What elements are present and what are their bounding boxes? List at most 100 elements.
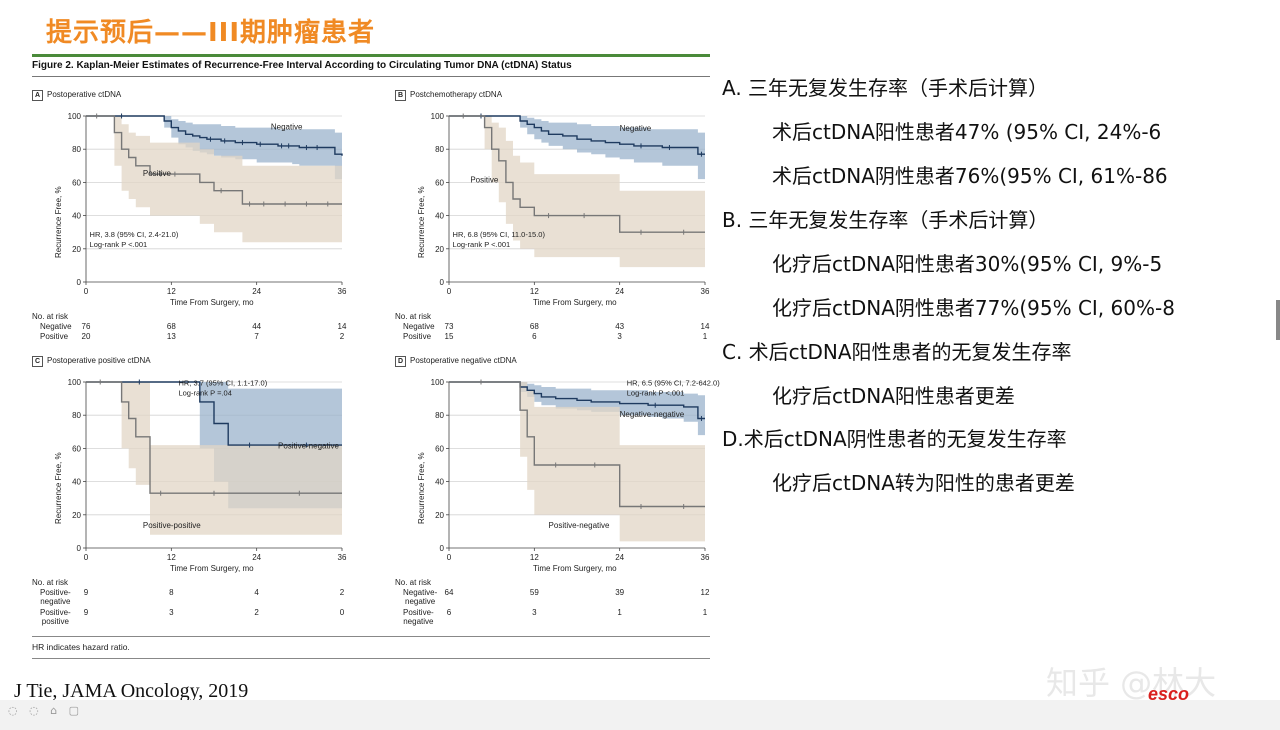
answer-b-line2: 化疗后ctDNA阴性患者77%(95% CI, 60%-8: [772, 296, 1175, 320]
ci-band-negative: [86, 116, 342, 183]
y-tick-label: 40: [72, 212, 81, 221]
answer-a-line1: 术后ctDNA阳性患者47% (95% CI, 24%-6: [772, 120, 1162, 144]
at-risk-value: 4: [254, 588, 259, 597]
at-risk-row-label: Positive- negative: [403, 608, 434, 626]
panel-header: D Postoperative negative ctDNA: [395, 356, 517, 367]
at-risk-row-label: Positive- positive: [40, 608, 71, 626]
answer-a-line2: 术后ctDNA阴性患者76%(95% CI, 61%-86: [772, 164, 1168, 188]
y-tick-label: 20: [72, 511, 81, 520]
at-risk-value: 6: [532, 332, 537, 341]
at-risk-value: 64: [444, 588, 454, 597]
panel-letter: D: [395, 356, 406, 367]
answer-d-line1: 化疗后ctDNA转为阳性的患者更差: [772, 471, 1075, 495]
curve-label: Positive-negative: [278, 441, 339, 450]
at-risk-value: 43: [615, 322, 625, 331]
ci-band-positive-positive: [86, 382, 342, 535]
at-risk-label: No. at risk: [32, 578, 69, 587]
at-risk-value: 1: [702, 608, 708, 617]
at-risk-value: 0: [339, 608, 345, 617]
at-risk-value: 59: [529, 588, 539, 597]
at-risk-value: 68: [166, 322, 176, 331]
y-tick-label: 80: [72, 411, 81, 420]
x-tick-label: 24: [615, 287, 624, 296]
answer-d-heading: D.术后ctDNA阴性患者的无复发生存率: [722, 427, 1067, 451]
at-risk-value: 15: [444, 332, 454, 341]
curve-label: Positive-negative: [549, 521, 610, 530]
at-risk-value: 68: [529, 322, 539, 331]
at-risk-value: 7: [254, 332, 259, 341]
y-tick-label: 100: [68, 378, 82, 387]
at-risk-value: 12: [700, 588, 710, 597]
y-tick-label: 20: [435, 511, 444, 520]
at-risk-value: 8: [169, 588, 174, 597]
curve-label: Negative-negative: [620, 410, 685, 419]
y-tick-label: 80: [435, 145, 444, 154]
title-rule: [32, 54, 710, 57]
hr-text: HR, 6.8 (95% CI, 11.0-15.0): [453, 230, 546, 239]
curve-label: Positive: [470, 175, 499, 184]
caption-rule: [32, 76, 710, 77]
at-risk-row-label: Negative: [40, 322, 72, 331]
y-tick-label: 40: [435, 478, 444, 487]
slide-title: 提示预后——III期肿瘤患者: [46, 18, 376, 48]
km-plot: 0 20 40 60 80 100 0 12 24 36 Negative Positive HR, 3…: [68, 112, 347, 296]
y-tick-label: 0: [440, 544, 445, 553]
p-value-text: Log-rank P <.001: [90, 240, 148, 249]
panel-title: Postoperative ctDNA: [47, 90, 122, 99]
answer-c-heading: C. 术后ctDNA阳性患者的无复发生存率: [722, 340, 1072, 364]
at-risk-row-label: Negative: [403, 322, 435, 331]
panel-header: A Postoperative ctDNA: [32, 90, 121, 101]
panel-title: Postoperative positive ctDNA: [47, 356, 151, 365]
esco-logo: esco: [1148, 684, 1190, 704]
at-risk-value: 2: [339, 588, 345, 597]
curve-label: Negative: [271, 122, 303, 131]
y-tick-label: 0: [77, 278, 82, 287]
hr-text: HR, 3.7 (95% CI, 1.1-17.0): [178, 378, 267, 387]
y-axis-title: Recurrence Free, %: [54, 452, 63, 524]
at-risk-label: No. at risk: [395, 312, 432, 321]
km-curve-positive-negative: [449, 381, 705, 508]
answer-c-line1: 化疗后ctDNA阳性患者更差: [772, 384, 1015, 408]
curve-label: Negative: [620, 124, 652, 133]
scrollbar[interactable]: [1276, 300, 1280, 340]
y-axis-title: Recurrence Free, %: [417, 186, 426, 258]
y-tick-label: 80: [72, 145, 81, 154]
x-tick-label: 12: [167, 287, 176, 296]
at-risk-value: 76: [81, 322, 91, 331]
y-tick-label: 100: [431, 378, 445, 387]
p-value-text: Log-rank P <.001: [627, 388, 685, 397]
at-risk-value: 3: [532, 608, 537, 617]
x-tick-label: 0: [84, 287, 89, 296]
at-risk-row-label: Positive: [403, 332, 432, 341]
at-risk-value: 6: [446, 608, 452, 617]
x-axis-title: Time From Surgery, mo: [533, 298, 617, 307]
at-risk-value: 2: [339, 332, 345, 341]
panel-header: C Postoperative positive ctDNA: [32, 356, 151, 367]
ci-band-negative: [449, 116, 705, 183]
at-risk-value: 3: [617, 332, 622, 341]
x-tick-label: 36: [701, 553, 710, 562]
at-risk-value: 1: [702, 332, 708, 341]
km-curve-positive: [449, 115, 705, 233]
answer-a-heading: A. 三年无复发生存率（手术后计算）: [722, 76, 1049, 100]
x-tick-label: 12: [530, 553, 539, 562]
at-risk-value: 9: [83, 608, 89, 617]
p-value-text: Log-rank P <.001: [453, 240, 511, 249]
km-panel-b: B Postchemotherapy ctDNA 0 20 40 60 80 100 0 12 24…: [395, 90, 735, 350]
x-tick-label: 12: [167, 553, 176, 562]
p-value-text: Log-rank P =.04: [178, 388, 231, 397]
hr-footnote: HR indicates hazard ratio.: [32, 642, 130, 652]
at-risk-value: 14: [700, 322, 710, 331]
at-risk-value: 2: [254, 608, 259, 617]
x-axis-title: Time From Surgery, mo: [170, 564, 254, 573]
x-tick-label: 0: [447, 287, 452, 296]
at-risk-value: 20: [81, 332, 91, 341]
toolbar-icons[interactable]: ◌ ◌ ⌂ ▢: [8, 704, 84, 717]
y-axis-title: Recurrence Free, %: [417, 452, 426, 524]
footnote-rule: [32, 636, 710, 637]
y-tick-label: 40: [72, 478, 81, 487]
panel-title: Postchemotherapy ctDNA: [410, 90, 503, 99]
y-tick-label: 60: [72, 178, 81, 187]
at-risk-row-label: Negative- negative: [403, 588, 438, 606]
y-tick-label: 60: [435, 178, 444, 187]
